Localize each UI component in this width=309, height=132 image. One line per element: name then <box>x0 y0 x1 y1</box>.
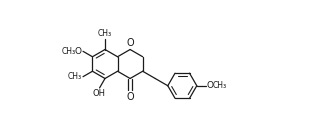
Text: CH₃: CH₃ <box>212 81 226 90</box>
Text: OH: OH <box>92 89 105 98</box>
Text: O: O <box>126 92 134 102</box>
Text: CH₃: CH₃ <box>61 47 75 56</box>
Text: CH₃: CH₃ <box>98 29 112 38</box>
Text: O: O <box>126 38 134 48</box>
Text: CH₃: CH₃ <box>67 72 82 81</box>
Text: O: O <box>74 47 82 56</box>
Text: O: O <box>207 81 214 90</box>
